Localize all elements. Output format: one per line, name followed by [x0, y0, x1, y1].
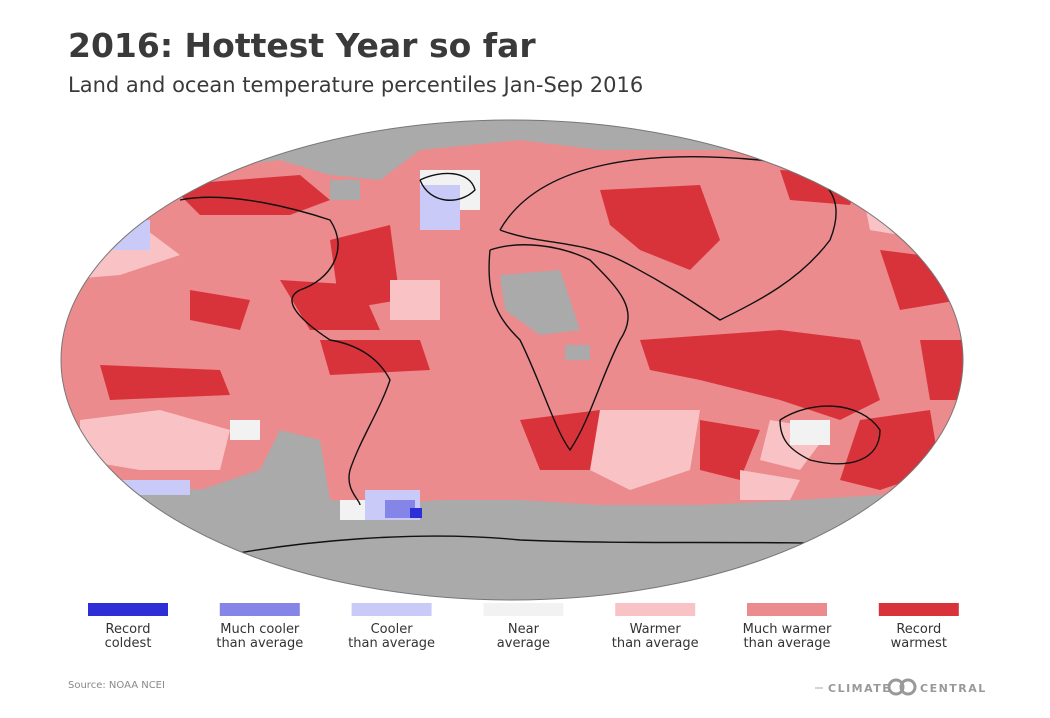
legend-swatch — [747, 603, 827, 616]
logo-text: CENTRAL — [920, 682, 987, 695]
legend-swatch — [615, 603, 696, 616]
legend-swatch — [219, 603, 300, 616]
title: 2016: Hottest Year so far — [68, 26, 536, 65]
legend-label: than average — [216, 636, 303, 651]
logo-icon — [887, 678, 917, 696]
legend-label: Much warmer — [743, 622, 832, 637]
legend-label: Record — [106, 622, 151, 637]
legend-label: Warmer — [630, 622, 682, 637]
map-outline — [60, 119, 964, 601]
legend-label: than average — [612, 636, 699, 651]
legend-swatch — [878, 603, 959, 616]
legend-swatch — [351, 603, 432, 616]
legend-label: Record — [896, 622, 941, 637]
legend-label: Cooler — [371, 622, 414, 637]
legend-label: warmest — [891, 636, 947, 651]
legend-label: coldest — [105, 636, 152, 651]
legend-swatch — [483, 603, 564, 616]
subtitle: Land and ocean temperature percentiles J… — [68, 73, 643, 97]
logo-text: CLIMATE — [828, 682, 891, 695]
legend-swatch — [88, 603, 168, 616]
legend-label: than average — [348, 636, 435, 651]
source: Source: NOAA NCEI — [68, 680, 165, 691]
map — [61, 120, 963, 600]
legend-label: Near — [508, 622, 540, 637]
legend-label: average — [497, 636, 550, 651]
legend-label: than average — [744, 636, 831, 651]
legend-label: Much cooler — [220, 622, 300, 637]
